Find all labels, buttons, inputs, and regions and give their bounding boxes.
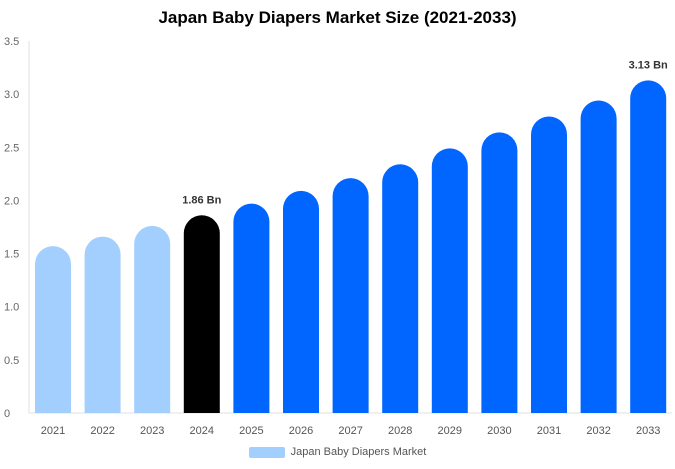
data-label: 1.86 Bn (182, 194, 221, 206)
legend-swatch (248, 446, 285, 458)
x-tick-label: 2031 (537, 425, 561, 437)
x-tick-label: 2028 (388, 425, 412, 437)
y-tick-label: 3.5 (4, 36, 19, 48)
legend-label: Japan Baby Diapers Market (290, 446, 427, 458)
bar-2026[interactable] (283, 190, 319, 413)
x-tick-label: 2023 (140, 425, 164, 437)
x-tick-label: 2030 (487, 425, 511, 437)
bar-2021[interactable] (35, 246, 71, 413)
x-tick-label: 2029 (438, 425, 462, 437)
x-tick-label: 2025 (239, 425, 263, 437)
bar-2024[interactable] (183, 215, 220, 413)
bar-2022[interactable] (84, 236, 121, 413)
y-tick-label: 2.5 (4, 142, 19, 154)
y-tick-label: 2.0 (4, 195, 19, 207)
y-tick-label: 3.0 (4, 89, 19, 101)
bar-2028[interactable] (382, 164, 419, 413)
bar-2027[interactable] (332, 178, 369, 413)
y-tick-label: 1.5 (4, 249, 19, 261)
chart-title: Japan Baby Diapers Market Size (2021-203… (158, 8, 517, 27)
y-tick-label: 1.0 (4, 302, 19, 314)
bar-2023[interactable] (134, 225, 171, 413)
bar-2030[interactable] (481, 132, 518, 413)
bar-2033[interactable] (630, 80, 667, 413)
x-tick-label: 2027 (338, 425, 362, 437)
bar-2029[interactable] (431, 148, 468, 413)
bar-2031[interactable] (531, 116, 567, 413)
x-tick-label: 2026 (289, 425, 313, 437)
y-tick-label: 0 (4, 408, 10, 420)
legend[interactable]: Japan Baby Diapers Market (0, 446, 675, 458)
bar-2025[interactable] (233, 203, 270, 413)
x-tick-label: 2021 (41, 425, 65, 437)
bar-2032[interactable] (580, 100, 617, 413)
data-label: 3.13 Bn (629, 59, 668, 71)
x-tick-label: 2022 (90, 425, 114, 437)
y-tick-label: 0.5 (4, 355, 19, 367)
x-tick-label: 2024 (190, 425, 214, 437)
x-tick-label: 2032 (586, 425, 610, 437)
x-tick-label: 2033 (636, 425, 660, 437)
